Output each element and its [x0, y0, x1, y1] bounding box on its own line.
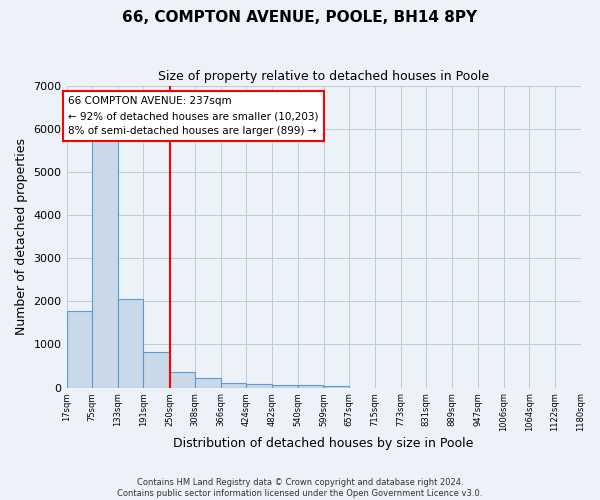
Bar: [170, 372, 195, 388]
Bar: [247, 384, 272, 388]
Text: Contains HM Land Registry data © Crown copyright and database right 2024.
Contai: Contains HM Land Registry data © Crown c…: [118, 478, 482, 498]
Bar: [67, 311, 92, 388]
Bar: [143, 352, 169, 388]
Title: Size of property relative to detached houses in Poole: Size of property relative to detached ho…: [158, 70, 489, 83]
Bar: [324, 386, 349, 388]
Bar: [195, 378, 221, 388]
Bar: [298, 386, 323, 388]
Bar: [272, 385, 298, 388]
Bar: [118, 299, 143, 388]
X-axis label: Distribution of detached houses by size in Poole: Distribution of detached houses by size …: [173, 437, 474, 450]
Y-axis label: Number of detached properties: Number of detached properties: [15, 138, 28, 335]
Text: 66 COMPTON AVENUE: 237sqm
← 92% of detached houses are smaller (10,203)
8% of se: 66 COMPTON AVENUE: 237sqm ← 92% of detac…: [68, 96, 319, 136]
Bar: [221, 383, 247, 388]
Bar: [92, 140, 118, 388]
Text: 66, COMPTON AVENUE, POOLE, BH14 8PY: 66, COMPTON AVENUE, POOLE, BH14 8PY: [122, 10, 478, 25]
